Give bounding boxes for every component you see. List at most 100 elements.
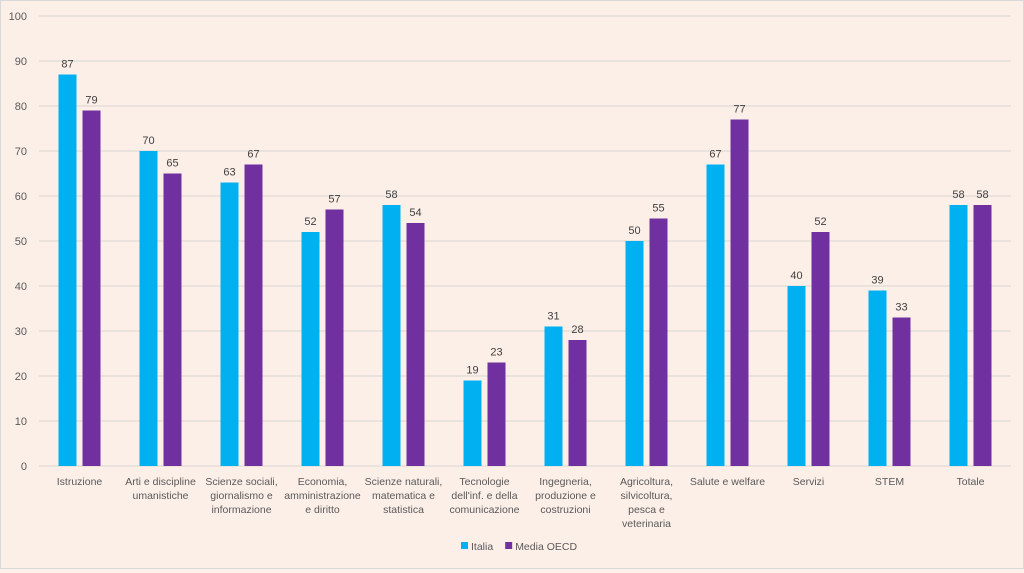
category-label-line: Economia, [298,476,348,488]
bar-italia [949,205,968,466]
bar-media-oecd [406,223,425,466]
bar-italia [868,290,887,466]
data-label: 65 [166,158,178,170]
legend-item: Italia [461,541,493,553]
data-label: 63 [223,167,235,179]
legend-swatch [505,542,513,549]
data-label: 52 [814,216,826,228]
y-tick-label: 0 [21,461,27,473]
category-labels: Istruzione Arti e discipline umanistiche Sc… [57,476,985,530]
category-label-line: comunicazione [449,504,519,516]
bar-italia [787,286,806,466]
data-labels: 87 79 70 65 63 67 52 57 58 54 19 23 31 28 50 55 67 77 40 52… [61,59,988,377]
data-label: 70 [142,135,154,147]
category-label-line: Arti e discipline [125,476,196,488]
data-label: 58 [976,189,988,201]
legend-swatch [461,542,468,549]
bar-italia [220,182,239,466]
bar-italia [544,326,563,466]
category-label-line: STEM [875,476,904,488]
y-tick-label: 40 [15,281,27,293]
category-label: Servizi [793,476,825,488]
category-label-line: matematica e [372,490,435,502]
data-label: 52 [304,216,316,228]
category-label-line: informazione [211,504,271,516]
category-label-line: statistica [383,504,424,516]
category-label-line: Servizi [793,476,825,488]
y-tick-label: 30 [15,326,27,338]
category-label: Scienze sociali, giornalismo e informazion… [205,476,277,516]
y-tick-label: 20 [15,371,27,383]
category-label-line: umanistiche [132,490,188,502]
category-label-line: Istruzione [57,476,103,488]
legend-label: Italia [471,541,493,553]
category-label-line: Scienze sociali, [205,476,277,488]
data-label: 77 [733,104,745,116]
data-label: 87 [61,59,73,71]
data-label: 40 [790,270,802,282]
data-label: 58 [385,189,397,201]
category-label-line: produzione e [535,490,596,502]
category-label: Scienze naturali, matematica e statistica [365,476,443,516]
data-label: 67 [709,149,721,161]
bars [58,74,992,466]
category-label: Arti e discipline umanistiche [125,476,196,502]
category-label-line: costruzioni [540,504,590,516]
bar-media-oecd [892,317,911,466]
y-tick-label: 80 [15,101,27,113]
data-label: 54 [409,207,421,219]
bar-media-oecd [244,164,263,466]
bar-media-oecd [325,209,344,466]
bar-media-oecd [487,362,506,466]
bar-italia [301,232,320,466]
y-tick-label: 50 [15,236,27,248]
bar-italia [625,241,644,466]
category-label-line: e diritto [305,504,340,516]
bar-italia [463,380,482,466]
category-label-line: Salute e welfare [690,476,765,488]
data-label: 57 [328,194,340,206]
bar-italia [139,151,158,466]
y-tick-label: 70 [15,146,27,158]
data-label: 58 [952,189,964,201]
category-label-line: Ingegneria, [539,476,592,488]
category-label: Istruzione [57,476,103,488]
category-label-line: Totale [956,476,984,488]
bar-media-oecd [730,119,749,466]
category-label: Tecnologie dell'inf. e della comunicazione [449,476,519,516]
data-label: 67 [247,149,259,161]
data-label: 23 [490,347,502,359]
bar-italia [706,164,725,466]
bar-media-oecd [163,173,182,466]
bar-media-oecd [82,110,101,466]
data-label: 55 [652,203,664,215]
category-label: STEM [875,476,904,488]
legend-item: Media OECD [505,541,577,553]
category-label-line: pesca e [628,504,665,516]
category-label-line: veterinaria [622,518,671,530]
y-axis-ticks: 0 10 20 30 40 50 60 70 80 90 100 [9,11,27,473]
legend: Italia Media OECD [461,541,577,553]
y-tick-label: 90 [15,56,27,68]
bar-media-oecd [568,340,587,466]
category-label-line: dell'inf. e della [451,490,517,502]
data-label: 19 [466,365,478,377]
data-label: 31 [547,311,559,323]
category-label: Agricoltura, silvicoltura, pesca e veterina… [620,476,673,530]
data-label: 28 [571,324,583,336]
bar-italia [382,205,401,466]
bar-media-oecd [811,232,830,466]
y-tick-label: 10 [15,416,27,428]
category-label: Totale [956,476,984,488]
data-label: 33 [895,302,907,314]
data-label: 39 [871,275,883,287]
y-tick-label: 60 [15,191,27,203]
category-label-line: silvicoltura, [621,490,673,502]
category-label-line: Agricoltura, [620,476,673,488]
category-label: Salute e welfare [690,476,765,488]
legend-label: Media OECD [515,541,577,553]
bar-media-oecd [649,218,668,466]
category-label-line: giornalismo e [210,490,273,502]
